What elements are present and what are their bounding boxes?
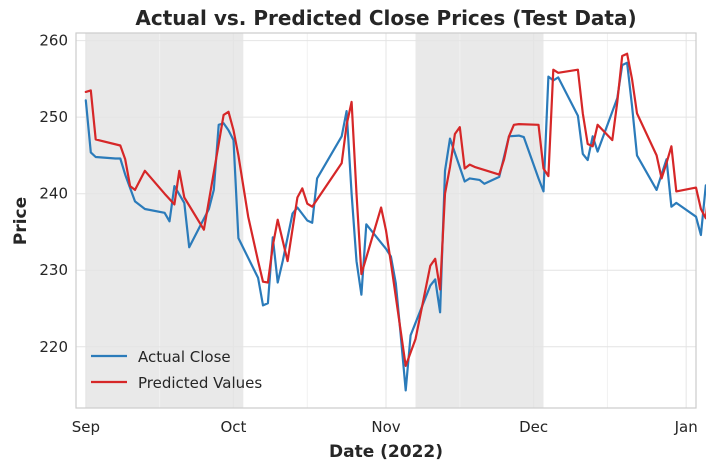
series-line-predicted <box>84 52 706 367</box>
grid-lines <box>76 33 696 408</box>
y-axis-label: Price <box>11 197 31 245</box>
y-tick-label: 240 <box>39 185 68 203</box>
shaded-band <box>415 33 544 408</box>
shaded-bands <box>85 33 544 408</box>
y-tick-label: 250 <box>39 108 68 126</box>
x-tick-label: Sep <box>72 418 100 436</box>
shaded-band <box>85 33 244 408</box>
series-lines <box>84 52 706 392</box>
legend-label-actual: Actual Close <box>138 348 231 366</box>
y-tick-label: 260 <box>39 32 68 50</box>
series-line-actual <box>84 61 706 392</box>
x-tick-labels: Sep Oct Nov Dec Jan <box>72 418 698 436</box>
x-tick-label: Dec <box>519 418 548 436</box>
x-tick-label: Jan <box>674 418 698 436</box>
x-tick-label: Nov <box>371 418 400 436</box>
chart-title: Actual vs. Predicted Close Prices (Test … <box>135 6 636 30</box>
x-tick-label: Oct <box>220 418 246 436</box>
legend: Actual Close Predicted Values <box>91 348 262 392</box>
y-tick-label: 230 <box>39 261 68 279</box>
legend-label-predicted: Predicted Values <box>138 374 262 392</box>
x-axis-label: Date (2022) <box>329 442 443 462</box>
y-tick-label: 220 <box>39 338 68 356</box>
y-tick-labels: 220 230 240 250 260 <box>39 32 68 356</box>
